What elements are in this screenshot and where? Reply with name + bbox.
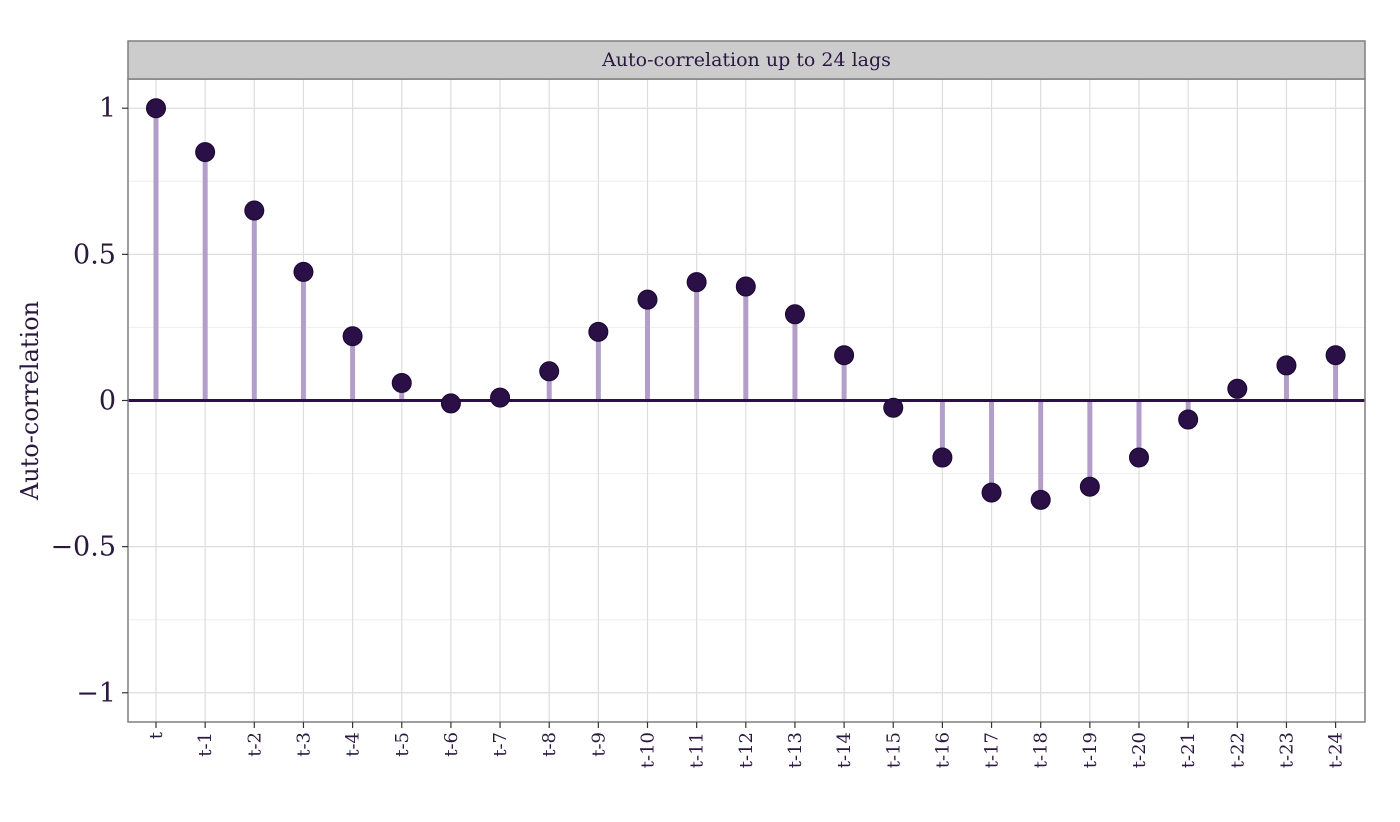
x-tick-label-t-20: t-20 [1129, 732, 1150, 768]
point-t-15 [883, 397, 904, 418]
x-tick-label-t-22: t-22 [1227, 732, 1248, 768]
point-t-1 [195, 142, 216, 163]
x-tick-label-t-13: t-13 [785, 732, 806, 768]
point-t-8 [539, 361, 560, 382]
x-tick-label-t-18: t-18 [1031, 732, 1052, 768]
x-axis: t t-1 t-2 t-3 t-4 t-5 t-6 t-7 t-8 t-9 t-10 t-11 t-12… [146, 722, 1347, 768]
x-tick-label-t-5: t-5 [392, 732, 413, 757]
y-tick-label: 1 [99, 93, 116, 124]
x-tick-label-t-6: t-6 [441, 732, 462, 757]
x-tick-label-t-3: t-3 [293, 732, 314, 757]
point-t-20 [1129, 447, 1149, 468]
x-tick-label-t-17: t-17 [982, 732, 1003, 768]
x-tick-label-t-24: t-24 [1326, 732, 1347, 768]
x-tick-label-t-21: t-21 [1178, 732, 1199, 768]
x-tick-label-t-1: t-1 [195, 732, 216, 757]
point-t [146, 98, 166, 119]
point-t-6 [440, 393, 461, 414]
facet-strip [127, 40, 1366, 80]
y-axis: −1 −0.5 0 0.5 1 [50, 93, 128, 709]
point-t-18 [1030, 489, 1051, 510]
x-tick-label-t-15: t-15 [883, 732, 904, 768]
chart-title: Auto-correlation up to 24 lags [601, 49, 891, 71]
point-t-10 [637, 289, 658, 310]
x-tick-label-t-7: t-7 [490, 732, 511, 757]
x-tick-label-t: t [146, 731, 167, 739]
point-t-16 [932, 447, 953, 468]
x-tick-label-t-9: t-9 [588, 732, 609, 757]
x-tick-label-t-8: t-8 [539, 732, 560, 757]
point-t-24 [1325, 345, 1346, 366]
y-axis-label: Auto-correlation [16, 301, 44, 501]
stems [153, 108, 1339, 500]
point-t-19 [1079, 476, 1100, 497]
point-t-22 [1227, 378, 1248, 399]
point-t-4 [342, 326, 363, 347]
point-t-13 [784, 304, 805, 325]
x-tick-label-t-23: t-23 [1276, 732, 1297, 768]
point-t-5 [391, 372, 412, 393]
point-t-17 [981, 482, 1002, 503]
y-tick-label: −0.5 [50, 532, 116, 563]
point-t-7 [490, 387, 511, 408]
y-tick-label: −1 [76, 678, 116, 709]
y-tick-label: 0.5 [73, 239, 116, 270]
x-tick-label-t-19: t-19 [1080, 732, 1101, 768]
points [146, 98, 1346, 510]
point-t-11 [686, 272, 707, 293]
point-t-14 [834, 345, 855, 366]
x-tick-label-t-11: t-11 [687, 732, 708, 768]
point-t-3 [293, 261, 314, 282]
x-tick-label-t-14: t-14 [834, 732, 855, 768]
x-tick-label-t-10: t-10 [638, 732, 659, 768]
point-t-12 [735, 276, 756, 297]
point-t-9 [588, 321, 609, 342]
point-t-23 [1276, 355, 1297, 376]
x-tick-label-t-4: t-4 [343, 732, 364, 757]
x-tick-label-t-12: t-12 [736, 732, 757, 768]
x-tick-label-t-2: t-2 [244, 732, 265, 757]
point-t-21 [1178, 409, 1199, 430]
point-t-2 [244, 200, 265, 221]
x-tick-label-t-16: t-16 [932, 732, 953, 768]
y-tick-label: 0 [99, 386, 116, 417]
